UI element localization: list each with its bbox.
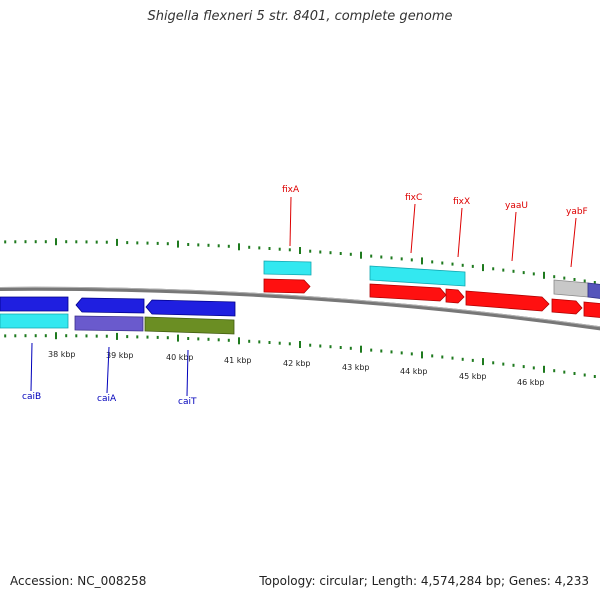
gene-gray[interactable]: [553, 279, 589, 298]
gene-red-fixA[interactable]: [263, 278, 311, 294]
label-leaders: [30, 196, 577, 397]
ruler-label: 43 kbp: [342, 363, 370, 372]
gene-label-caiT[interactable]: caiT: [178, 397, 197, 407]
gene-red-yaaU[interactable]: [465, 290, 550, 312]
tick-ring-inner: [4, 332, 596, 378]
genome-title: Shigella flexneri 5 str. 8401, complete …: [147, 9, 453, 24]
leader-yaaU: [511, 211, 517, 262]
leader-fixX: [457, 207, 463, 258]
tick-ring-outer: [4, 238, 596, 284]
gene-red-fixX[interactable]: [445, 288, 465, 304]
gene-label-yabF[interactable]: yabF: [566, 207, 588, 217]
ruler-label: 42 kbp: [283, 359, 311, 368]
gene-blue-caiA[interactable]: [75, 297, 145, 314]
gene-red-yabF[interactable]: [551, 298, 583, 315]
gene-label-fixC[interactable]: fixC: [405, 193, 422, 203]
ruler-label: 40 kbp: [166, 353, 194, 362]
ruler-label: 46 kbp: [517, 378, 545, 387]
reverse-strand-genes: [0, 296, 236, 335]
ruler-label: 44 kbp: [400, 367, 428, 376]
gene-cyan-caiB[interactable]: [0, 313, 69, 329]
genome-backbone-highlight: [0, 286, 600, 328]
ruler-label: 39 kbp: [106, 351, 134, 360]
gene-cyan-fixC[interactable]: [369, 265, 466, 287]
leader-fixA: [289, 196, 292, 247]
leader-caiB: [30, 342, 33, 392]
gene-labels: fixA fixC fixX yaaU yabF caiB caiA caiT: [22, 185, 588, 407]
gene-olive-caiT[interactable]: [144, 316, 235, 335]
leader-yabF: [570, 217, 577, 268]
gene-label-fixA[interactable]: fixA: [282, 185, 300, 195]
leader-caiA: [106, 346, 110, 394]
gene-purple-edge[interactable]: [587, 282, 600, 299]
gene-label-fixX[interactable]: fixX: [453, 197, 470, 207]
gene-blue-caiB[interactable]: [0, 296, 69, 312]
leader-caiT: [186, 349, 189, 397]
genome-stats-text: Topology: circular; Length: 4,574,284 bp…: [259, 574, 589, 588]
ruler-label: 45 kbp: [459, 372, 487, 381]
ruler-label: 41 kbp: [224, 356, 252, 365]
leader-fixC: [410, 203, 416, 254]
gene-red-edge[interactable]: [583, 301, 600, 318]
ruler-labels: 38 kbp 39 kbp 40 kbp 41 kbp 42 kbp 43 kb…: [48, 350, 545, 387]
gene-label-yaaU[interactable]: yaaU: [505, 201, 528, 211]
forward-strand-genes: [263, 260, 600, 318]
gene-purple-caiA[interactable]: [74, 315, 144, 332]
gene-blue-caiT[interactable]: [145, 299, 236, 317]
gene-red-fixC[interactable]: [369, 283, 447, 302]
accession-text: Accession: NC_008258: [10, 574, 147, 588]
gene-cyan-fixA[interactable]: [263, 260, 312, 276]
gene-label-caiB[interactable]: caiB: [22, 392, 41, 402]
ruler-label: 38 kbp: [48, 350, 76, 359]
gene-label-caiA[interactable]: caiA: [97, 394, 117, 404]
genome-backbone: [0, 286, 600, 331]
